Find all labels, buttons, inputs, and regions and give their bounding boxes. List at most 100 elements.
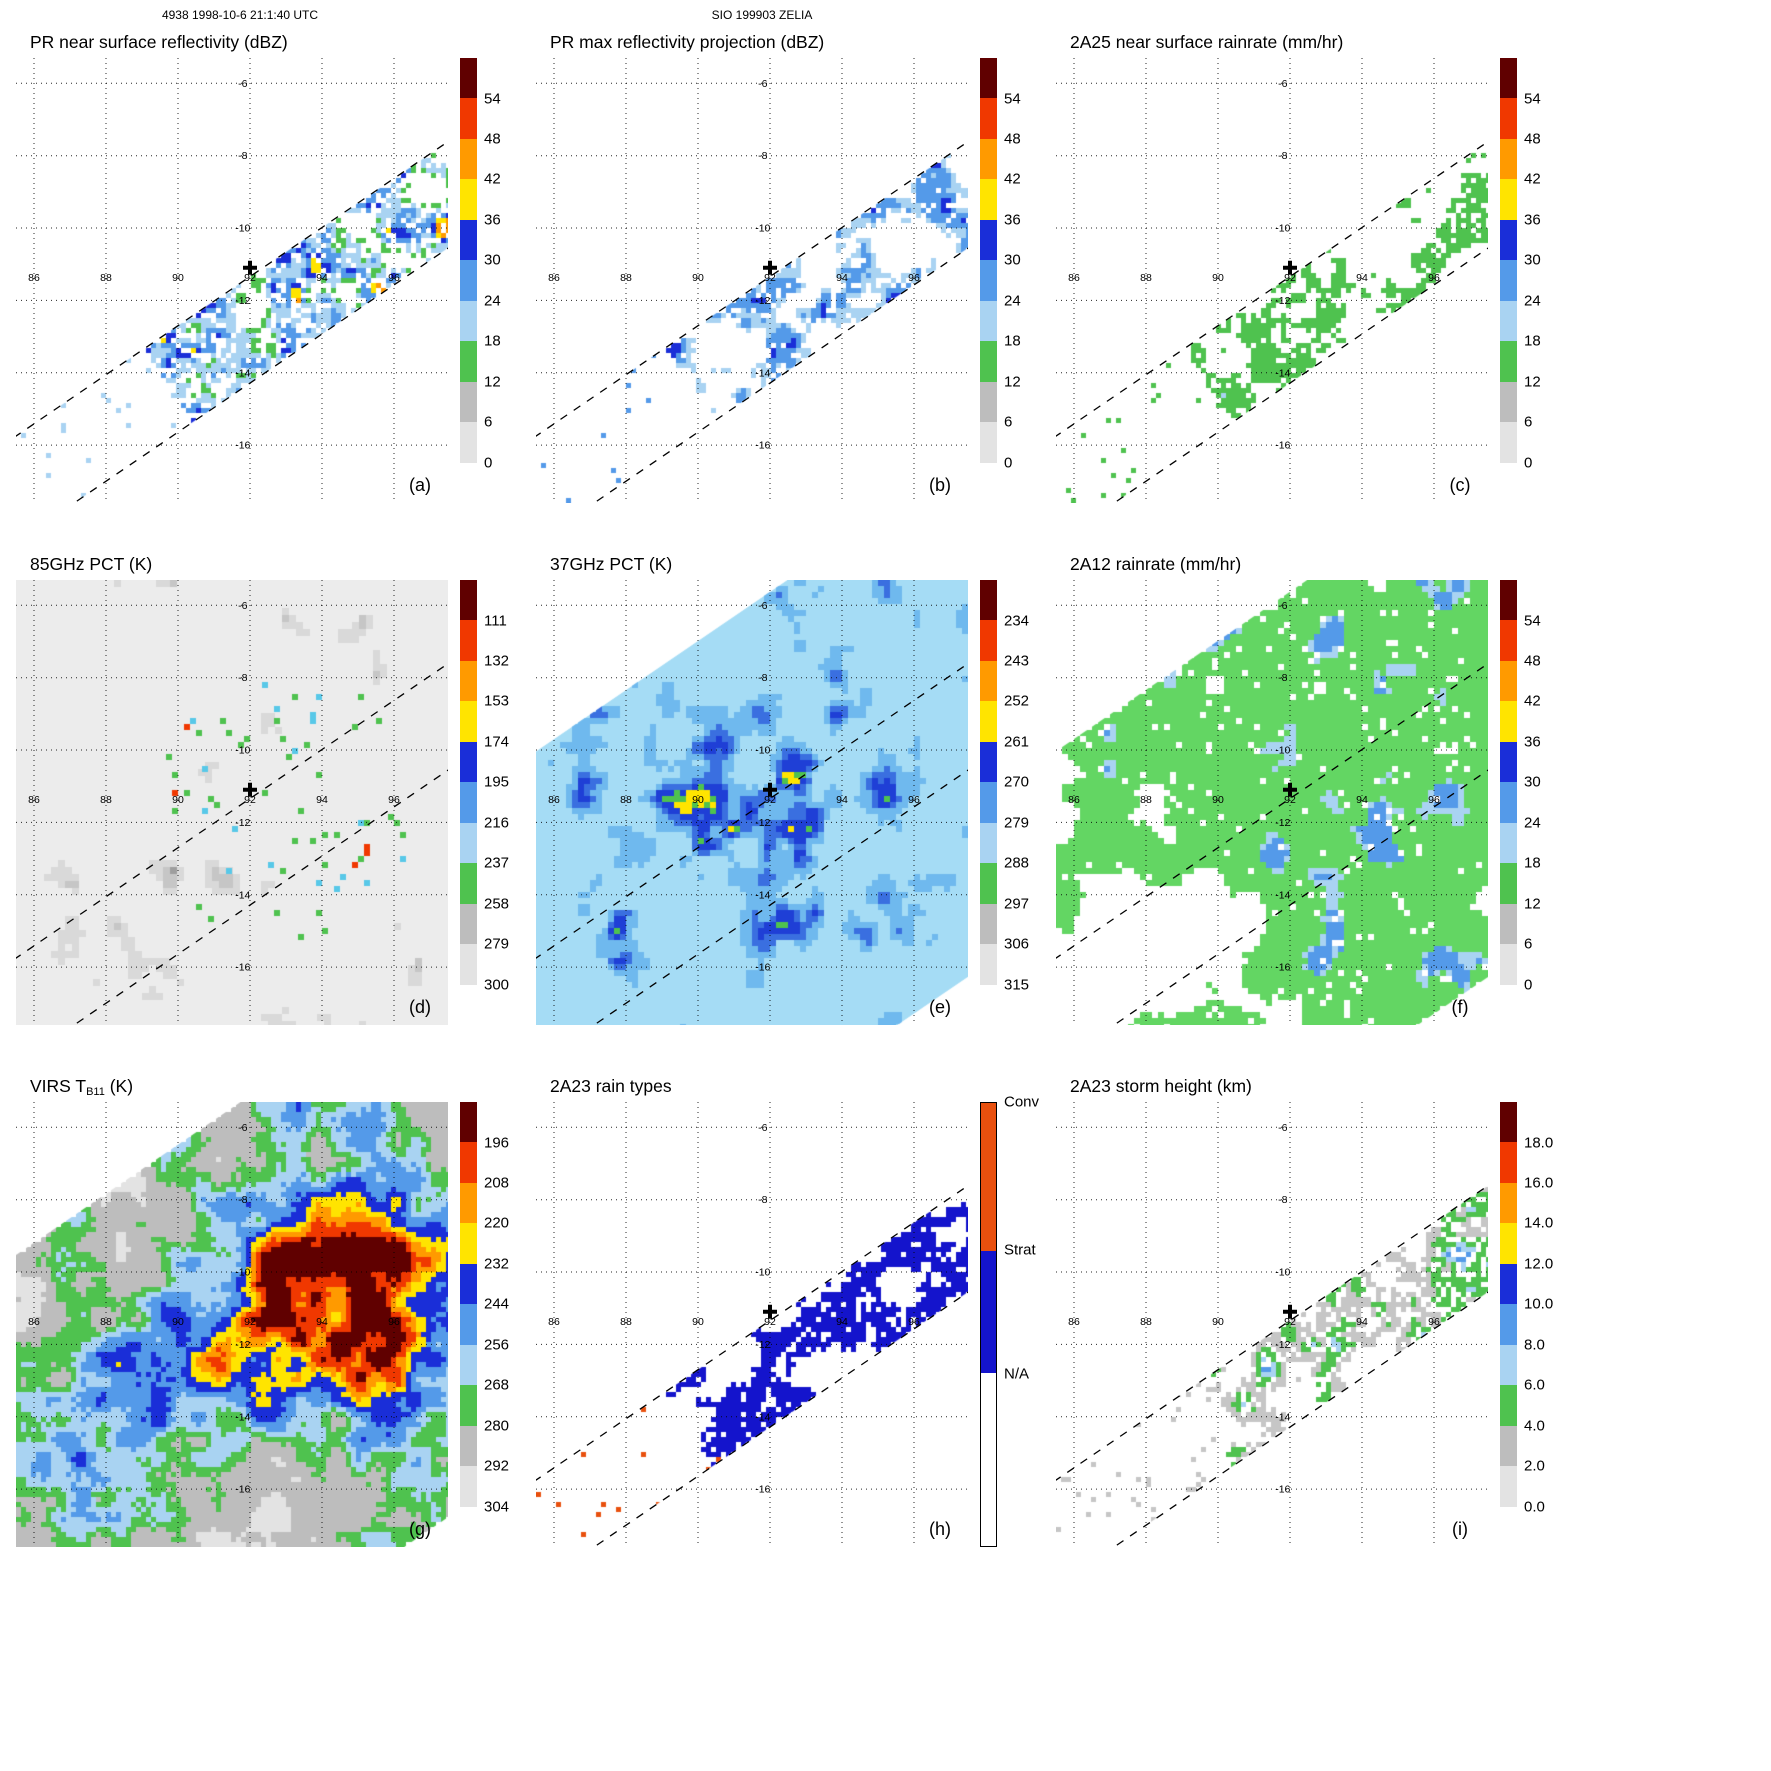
colorbar-label: 195 xyxy=(484,773,510,791)
storm-name-header: SIO 199903 ZELIA xyxy=(711,8,813,22)
panel-h: 2A23 rain types 86 88 90 92 94 96 -6 -8 -10 -12 -14… xyxy=(530,1074,1050,1579)
colorbar-segment xyxy=(1500,422,1517,463)
colorbar-segment xyxy=(460,462,477,503)
lon-tick-label: 88 xyxy=(1140,1316,1152,1328)
lon-tick-label: 90 xyxy=(172,1316,184,1328)
colorbar-label: 2.0 xyxy=(1524,1457,1545,1475)
lat-tick-label: -10 xyxy=(755,1267,770,1279)
colorbar-segment xyxy=(1500,1102,1517,1143)
map-raster-b xyxy=(536,58,968,503)
panel-title-text: PR near surface reflectivity (dBZ) xyxy=(30,32,288,52)
lat-tick-label: -16 xyxy=(1275,962,1290,974)
colorbar-label: 270 xyxy=(1004,773,1030,791)
lon-tick-label: 90 xyxy=(1212,1316,1224,1328)
colorbar-i xyxy=(1500,1102,1517,1547)
colorbar-segment xyxy=(1500,179,1517,220)
colorbar-label: 42 xyxy=(1524,170,1541,188)
panel-title-subscript: B11 xyxy=(86,1086,105,1098)
lat-tick-label: -6 xyxy=(1278,78,1287,90)
map-overlay-h: 86 88 90 92 94 96 -6 -8 -10 -12 -14 -16 (h) xyxy=(536,1102,968,1547)
colorbar-segment xyxy=(1500,381,1517,423)
colorbar-label: 297 xyxy=(1004,895,1030,913)
swath-edge-dashed-line xyxy=(16,662,448,959)
lat-tick-label: -14 xyxy=(755,889,770,901)
colorbar-label: 280 xyxy=(484,1417,510,1435)
lon-tick-label: 96 xyxy=(908,272,920,284)
colorbar-segment xyxy=(460,1385,477,1426)
colorbar-label: 54 xyxy=(484,90,501,107)
map-plot-g: 86 88 90 92 94 96 -6 -8 -10 -12 -14 -16 (g) xyxy=(16,1102,448,1547)
colorbar-label: 174 xyxy=(484,733,510,751)
colorbar-segment xyxy=(980,219,997,261)
colorbar-label: 24 xyxy=(1524,814,1541,832)
colorbar-label: 36 xyxy=(1524,733,1541,751)
colorbar-segment xyxy=(1500,1466,1517,1507)
colorbar-label: 6 xyxy=(484,413,493,431)
colorbar-segment xyxy=(980,300,997,342)
swath-edge-dashed-line xyxy=(1112,769,1488,1025)
colorbar-segment xyxy=(460,1425,477,1467)
colorbar-segment xyxy=(460,1223,477,1264)
colorbar-segment xyxy=(460,1304,477,1345)
map-raster-e xyxy=(536,580,968,1025)
colorbar-label: 48 xyxy=(484,130,501,148)
scan-id-header: 4938 1998-10-6 21:1:40 UTC xyxy=(161,8,319,22)
colorbar-label: 54 xyxy=(1524,90,1541,107)
lat-tick-label: -6 xyxy=(238,1122,247,1134)
colorbar-segment xyxy=(1500,620,1517,661)
lat-tick-label: -6 xyxy=(238,600,247,612)
colorbar-segment xyxy=(460,580,477,621)
lon-tick-label: 90 xyxy=(692,272,704,284)
map-plot-h: 86 88 90 92 94 96 -6 -8 -10 -12 -14 -16 (h) xyxy=(536,1102,968,1547)
lat-tick-label: -8 xyxy=(758,150,767,162)
map-plot-i: 86 88 90 92 94 96 -6 -8 -10 -12 -14 -16 (i) xyxy=(1056,1102,1488,1547)
lat-tick-label: -8 xyxy=(238,1194,247,1206)
swath-edge-dashed-line xyxy=(536,662,968,959)
lon-tick-label: 96 xyxy=(388,1316,400,1328)
lat-tick-label: -12 xyxy=(1275,1339,1290,1351)
colorbar-label: 132 xyxy=(484,652,510,670)
colorbar-label: 6.0 xyxy=(1524,1376,1545,1394)
lon-tick-label: 90 xyxy=(692,1316,704,1328)
colorbar-label: 6 xyxy=(1004,413,1013,431)
lon-tick-label: 92 xyxy=(244,1316,256,1328)
colorbar-f xyxy=(1500,580,1517,1025)
colorbar-label: 36 xyxy=(1004,211,1021,229)
colorbar-segment xyxy=(980,822,997,864)
colorbar-segment xyxy=(980,580,997,621)
lat-tick-label: -16 xyxy=(755,962,770,974)
storm-center-cross xyxy=(243,782,257,797)
colorbar-segment xyxy=(980,701,997,742)
lon-tick-label: 88 xyxy=(100,1316,112,1328)
swath-edge-dashed-line xyxy=(1056,140,1488,437)
colorbar-segment xyxy=(980,138,997,180)
lon-tick-label: 86 xyxy=(28,272,40,284)
colorbar-label: 12 xyxy=(1524,895,1541,913)
lon-tick-label: 94 xyxy=(1356,272,1368,284)
lon-tick-label: 86 xyxy=(548,272,560,284)
swath-edge-dashed-line xyxy=(592,1291,968,1547)
colorbar-label: 0 xyxy=(1524,976,1533,993)
panel-title-f: 2A12 rainrate (mm/hr) xyxy=(1070,554,1241,575)
colorbar-segment xyxy=(981,1103,996,1251)
colorbar-label: N/A xyxy=(1004,1365,1030,1382)
lat-tick-label: -10 xyxy=(1275,745,1290,757)
lat-tick-label: -14 xyxy=(755,367,770,379)
colorbar-label: 288 xyxy=(1004,854,1030,872)
map-raster-d xyxy=(16,580,448,1025)
panel-d: 85GHz PCT (K) 86 88 90 92 94 96 -6 -8 -10 -12 -14 -1… xyxy=(10,552,530,1057)
lat-tick-label: -10 xyxy=(1275,1267,1290,1279)
colorbar-segment xyxy=(980,179,997,220)
colorbar-label: 30 xyxy=(1524,251,1541,269)
colorbar-segment xyxy=(460,863,477,904)
map-overlay-e: 86 88 90 92 94 96 -6 -8 -10 -12 -14 -16 (e) xyxy=(536,580,968,1025)
lat-tick-label: -14 xyxy=(1275,367,1290,379)
lat-tick-label: -10 xyxy=(1275,223,1290,235)
panel-title-text: PR max reflectivity projection (dBZ) xyxy=(550,32,825,52)
colorbar-e xyxy=(980,580,997,1025)
colorbar-segment xyxy=(1500,863,1517,904)
lat-tick-label: -12 xyxy=(755,817,770,829)
lon-tick-label: 90 xyxy=(692,794,704,806)
lat-tick-label: -16 xyxy=(755,1484,770,1496)
panel-title-a: PR near surface reflectivity (dBZ) xyxy=(30,32,288,53)
